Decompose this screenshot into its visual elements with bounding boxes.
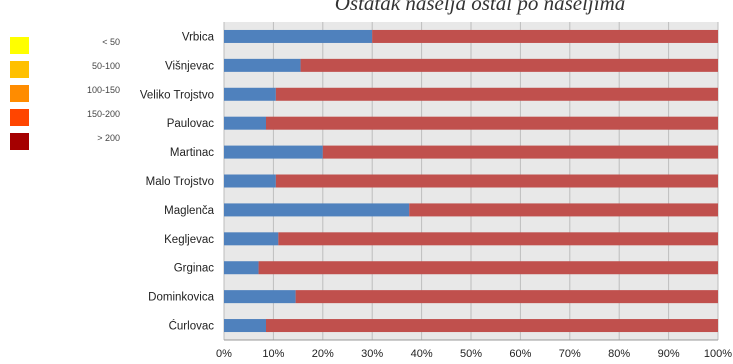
- category-label: Višnjevac: [165, 60, 214, 72]
- bar-segment: [224, 261, 259, 275]
- legend-swatch: [10, 61, 29, 78]
- bar-segment: [224, 58, 301, 72]
- bar-segment: [224, 29, 373, 43]
- legend-label: > 200: [97, 133, 120, 143]
- legend-item: 150-200: [10, 109, 120, 133]
- x-tick-label: 50%: [460, 348, 482, 360]
- bar-segment: [372, 29, 718, 43]
- legend-label: 150-200: [86, 109, 120, 119]
- bar-segment: [278, 232, 718, 246]
- legend-swatch: [10, 133, 29, 150]
- category-label: Martinac: [170, 147, 214, 159]
- category-label: Grginac: [174, 263, 215, 275]
- bar-segment: [322, 145, 718, 159]
- legend-swatch: [10, 109, 29, 126]
- category-label: Dominkovica: [148, 292, 214, 304]
- category-label: Vrbica: [182, 31, 215, 43]
- x-tick-label: 80%: [608, 348, 630, 360]
- legend-swatch: [10, 85, 29, 102]
- bar-segment: [224, 232, 279, 246]
- category-label: Maglenča: [164, 205, 214, 217]
- x-tick-label: 10%: [262, 348, 284, 360]
- bar-segment: [224, 319, 266, 333]
- bar-segment: [265, 116, 718, 130]
- bar-segment: [300, 58, 718, 72]
- bar-segment: [224, 203, 410, 217]
- category-label: Paulovac: [167, 118, 215, 130]
- bar-segment: [409, 203, 718, 217]
- bar-segment: [275, 87, 718, 101]
- bar-segment: [224, 87, 276, 101]
- legend-item: 100-150: [10, 85, 120, 109]
- x-tick-label: 30%: [361, 348, 383, 360]
- bar-segment: [275, 174, 718, 188]
- x-tick-label: 100%: [704, 348, 732, 360]
- category-label: Veliko Trojstvo: [140, 89, 214, 101]
- category-label: Malo Trojstvo: [146, 176, 214, 188]
- bar-segment: [265, 319, 718, 333]
- legend-item: > 200: [10, 133, 120, 157]
- bar-segment: [224, 174, 276, 188]
- bar-segment: [224, 116, 266, 130]
- x-tick-label: 70%: [559, 348, 581, 360]
- legend-label: 50-100: [91, 61, 120, 71]
- legend-label: 100-150: [86, 85, 120, 95]
- x-tick-label: 90%: [658, 348, 680, 360]
- x-tick-label: 40%: [411, 348, 433, 360]
- bar-segment: [224, 145, 323, 159]
- legend: < 50 50-100 100-150 150-200 > 200: [10, 37, 120, 157]
- legend-item: < 50: [10, 37, 120, 61]
- legend-label: < 50: [102, 37, 120, 47]
- category-label: Kegljevac: [164, 234, 214, 246]
- chart-title: Ostatak naselja ostal po naseljima: [334, 0, 626, 15]
- x-tick-label: 60%: [509, 348, 531, 360]
- bar-segment: [224, 290, 296, 304]
- bar-segment: [258, 261, 718, 275]
- legend-swatch: [10, 37, 29, 54]
- bar-segment: [295, 290, 718, 304]
- x-tick-label: 20%: [312, 348, 334, 360]
- x-tick-label: 0%: [216, 348, 232, 360]
- legend-item: 50-100: [10, 61, 120, 85]
- category-label: Ćurlovac: [169, 320, 215, 333]
